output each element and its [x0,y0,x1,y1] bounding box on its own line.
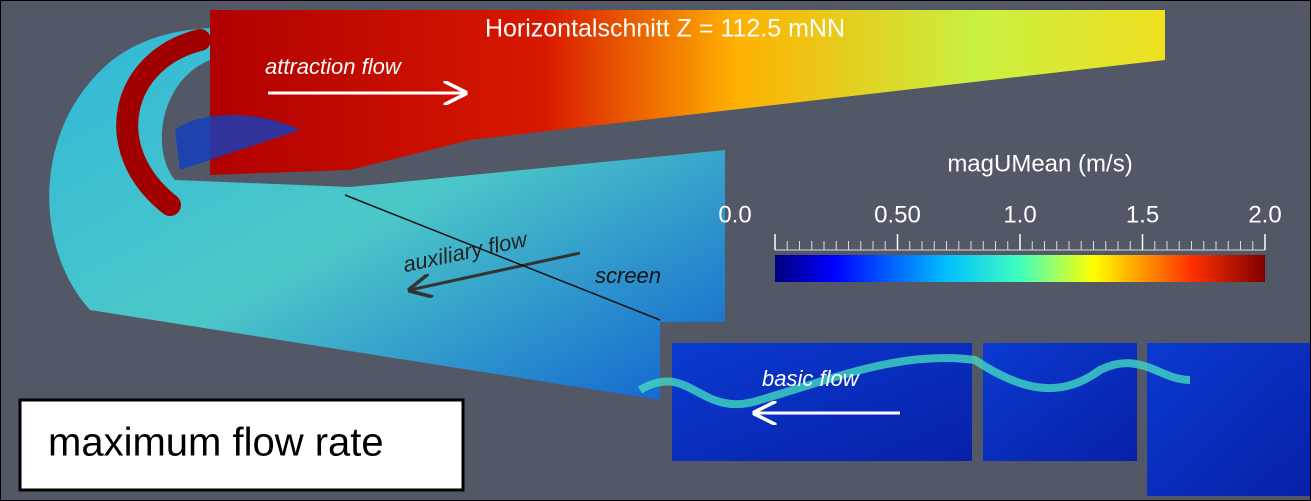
colorbar [775,255,1265,282]
tick-label: 0.50 [874,201,921,228]
figure: magUMean (m/s) Horizontalschnitt Z = 112… [0,0,1311,501]
label: maximum flow rate [48,421,384,465]
tick-label: 0.0 [718,201,751,228]
basin [1147,343,1310,496]
tick-label: 1.0 [1003,201,1036,228]
colorbar-title: magUMean (m/s) [947,150,1132,177]
tick-label: 2.0 [1248,201,1281,228]
plot-title: Horizontalschnitt Z = 112.5 mNN [485,15,845,43]
annotation: basic flow [762,366,861,391]
tick-label: 1.5 [1126,201,1159,228]
annotation: attraction flow [265,54,403,79]
annotation: screen [595,263,661,288]
